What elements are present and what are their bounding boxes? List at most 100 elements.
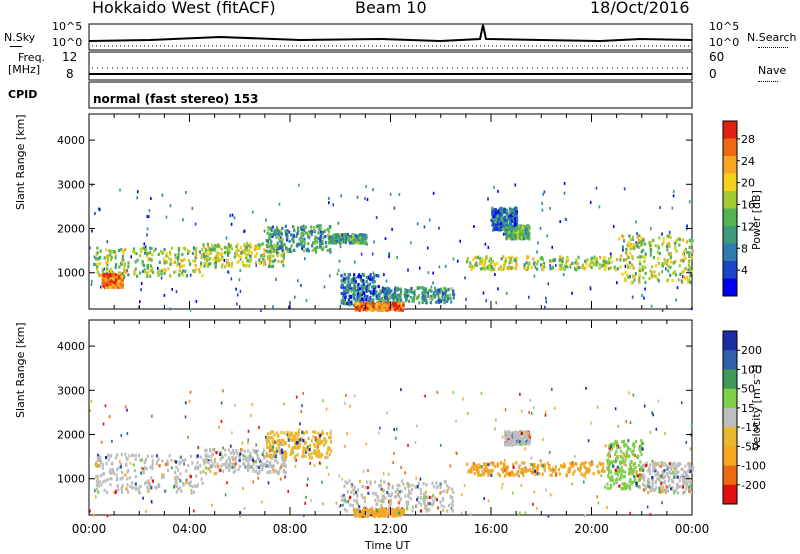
scatter-cell bbox=[183, 462, 185, 466]
data-cell bbox=[381, 289, 384, 293]
data-cell bbox=[658, 272, 661, 276]
data-cell bbox=[271, 264, 275, 268]
scatter-cell bbox=[622, 248, 624, 252]
scatter-cell bbox=[226, 481, 228, 485]
data-cell bbox=[256, 472, 259, 476]
data-cell bbox=[290, 451, 293, 455]
data-cell bbox=[626, 243, 629, 248]
data-cell bbox=[502, 466, 505, 470]
data-cell bbox=[663, 261, 666, 265]
data-cell bbox=[625, 247, 628, 251]
data-cell bbox=[112, 471, 115, 475]
data-cell bbox=[377, 306, 380, 310]
data-cell bbox=[330, 440, 333, 444]
data-cell bbox=[220, 247, 223, 251]
date-title: 18/Oct/2016 bbox=[590, 0, 690, 17]
data-cell bbox=[604, 444, 607, 448]
data-cell bbox=[272, 451, 275, 455]
data-cell bbox=[353, 294, 356, 298]
data-cell bbox=[631, 452, 635, 456]
data-cell bbox=[368, 297, 371, 301]
scatter-cell bbox=[339, 245, 342, 249]
scatter-cell bbox=[275, 471, 278, 474]
data-cell bbox=[688, 251, 691, 255]
data-cell bbox=[313, 230, 317, 234]
data-cell bbox=[635, 440, 638, 444]
data-cell bbox=[420, 491, 423, 495]
data-cell bbox=[536, 469, 539, 473]
data-cell bbox=[590, 265, 593, 270]
data-cell bbox=[106, 256, 109, 260]
data-cell bbox=[134, 475, 137, 479]
data-cell bbox=[558, 263, 561, 267]
data-cell bbox=[180, 489, 183, 493]
station-title: Hokkaido West (fitACF) bbox=[92, 0, 276, 17]
data-cell bbox=[280, 430, 283, 435]
data-cell bbox=[561, 465, 564, 469]
data-cell bbox=[318, 226, 321, 230]
data-cell bbox=[269, 436, 272, 440]
scatter-cell bbox=[636, 232, 638, 236]
data-cell bbox=[507, 437, 510, 442]
scatter-cell bbox=[651, 459, 654, 463]
data-cell bbox=[386, 286, 389, 290]
data-cell bbox=[203, 264, 206, 268]
data-cell bbox=[385, 514, 389, 518]
data-cell bbox=[505, 431, 509, 435]
data-cell bbox=[393, 303, 396, 307]
data-cell bbox=[269, 470, 272, 474]
data-cell bbox=[472, 462, 475, 466]
scatter-cell bbox=[322, 502, 324, 506]
data-cell bbox=[348, 301, 352, 305]
data-cell bbox=[286, 432, 289, 436]
data-cell bbox=[493, 267, 496, 272]
data-cell bbox=[512, 227, 515, 231]
scatter-cell bbox=[297, 279, 299, 283]
scatter-cell bbox=[344, 444, 346, 448]
scatter-cell bbox=[553, 406, 556, 410]
data-cell bbox=[508, 219, 511, 224]
data-cell bbox=[668, 244, 671, 248]
data-cell bbox=[219, 252, 222, 256]
data-cell bbox=[472, 258, 475, 262]
scatter-cell bbox=[644, 287, 646, 291]
data-cell bbox=[633, 453, 637, 457]
data-cell bbox=[434, 286, 437, 290]
data-cell bbox=[121, 490, 124, 494]
data-cell bbox=[142, 471, 145, 475]
data-cell bbox=[391, 293, 395, 297]
data-cell bbox=[369, 511, 373, 515]
data-cell bbox=[377, 274, 380, 278]
data-cell bbox=[621, 245, 624, 249]
data-cell bbox=[353, 282, 356, 287]
scatter-cell bbox=[345, 394, 347, 397]
scatter-cell bbox=[436, 390, 439, 394]
data-cell bbox=[249, 451, 252, 455]
scatter-cell bbox=[260, 309, 262, 312]
data-cell bbox=[397, 307, 400, 311]
data-cell bbox=[382, 514, 385, 518]
data-cell bbox=[205, 257, 209, 262]
data-cell bbox=[423, 497, 427, 502]
data-cell bbox=[290, 438, 293, 442]
data-cell bbox=[390, 492, 393, 496]
scatter-cell bbox=[388, 255, 390, 259]
scatter-cell bbox=[119, 460, 121, 464]
data-cell bbox=[575, 258, 578, 262]
data-cell bbox=[228, 262, 231, 266]
data-cell bbox=[396, 297, 399, 302]
data-cell bbox=[158, 464, 161, 468]
data-cell bbox=[361, 512, 364, 516]
data-cell bbox=[584, 471, 587, 476]
data-cell bbox=[162, 268, 165, 272]
scatter-cell bbox=[337, 268, 340, 272]
data-cell bbox=[175, 465, 178, 469]
data-cell bbox=[109, 283, 112, 287]
data-cell bbox=[212, 448, 215, 452]
data-cell bbox=[639, 255, 642, 259]
data-cell bbox=[494, 227, 497, 231]
data-cell bbox=[620, 449, 623, 454]
scatter-cell bbox=[632, 393, 635, 397]
data-cell bbox=[379, 484, 382, 489]
data-cell bbox=[199, 471, 202, 475]
